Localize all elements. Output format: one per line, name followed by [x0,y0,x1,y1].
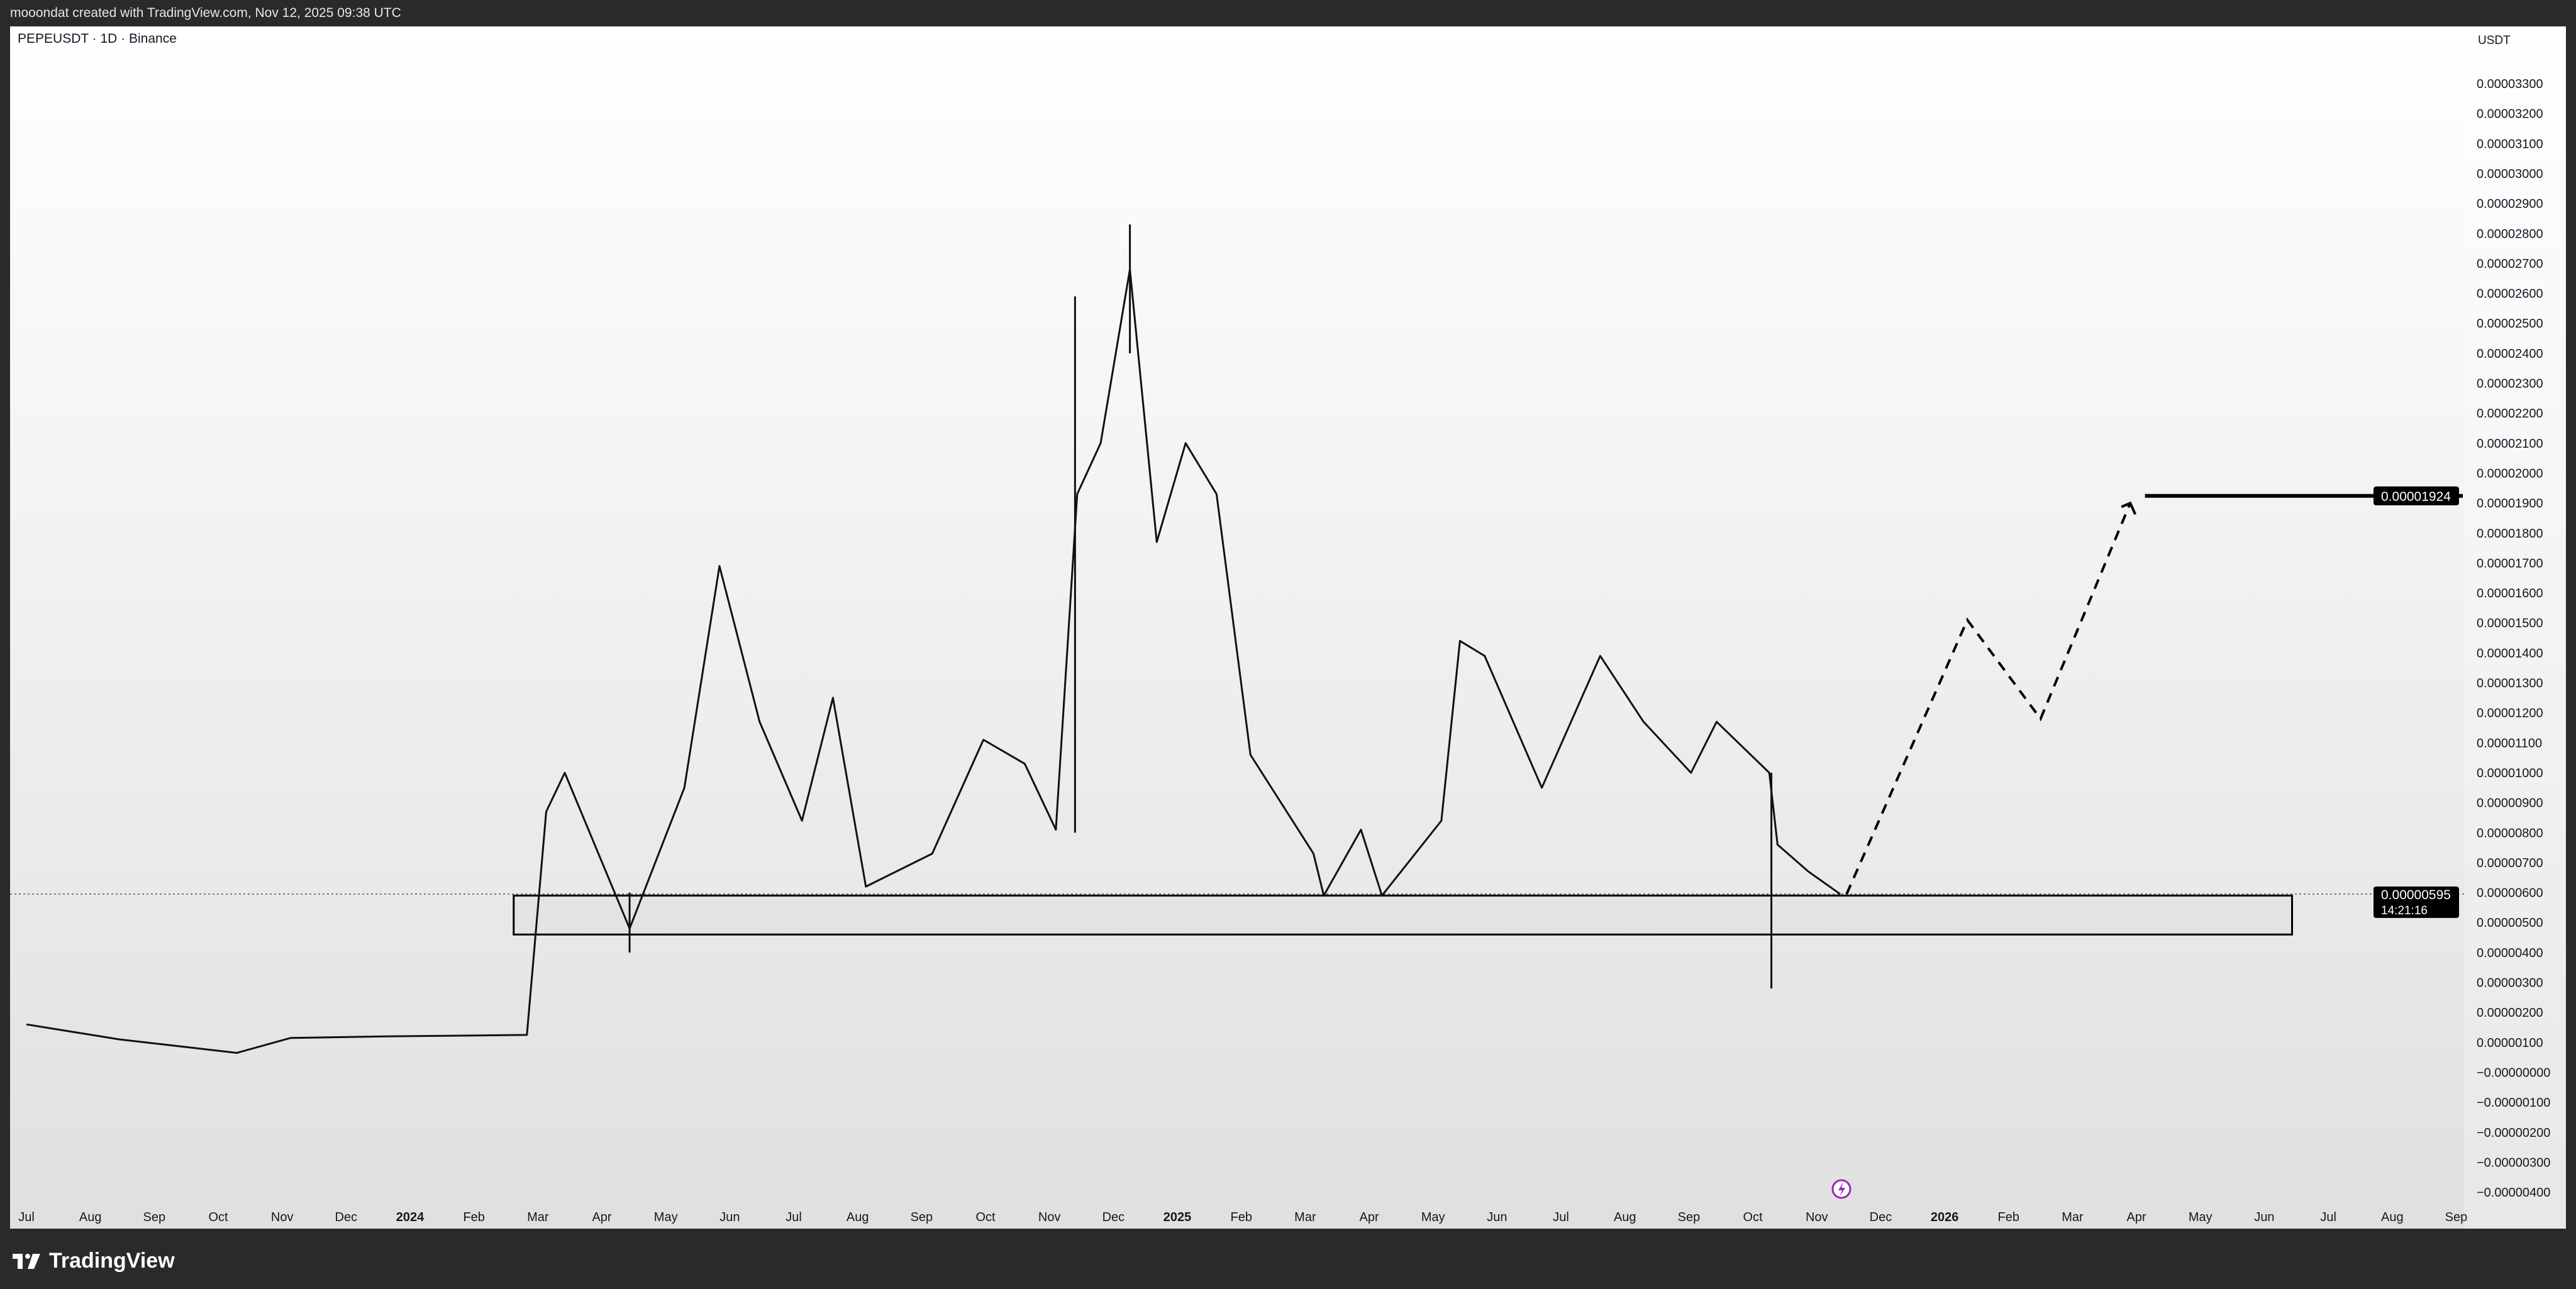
time-tick-label: May [1421,1210,1445,1224]
price-tick-label: 0.00001600 [2477,587,2543,600]
price-tick-label: 0.00000200 [2477,1006,2543,1020]
price-tick-label: 0.00002700 [2477,257,2543,271]
symbol-title[interactable]: PEPEUSDT · 1D · Binance [18,31,177,46]
chart-pane[interactable] [10,26,2566,1229]
price-tick-label: −0.00000300 [2477,1156,2550,1170]
price-tick-label: −0.00000200 [2477,1126,2550,1140]
time-tick-label: 2024 [396,1210,425,1224]
price-tick-label: 0.00002500 [2477,317,2543,331]
price-tick-label: 0.00000700 [2477,856,2543,870]
price-tick-label: −0.00000000 [2477,1066,2550,1080]
time-tick-label: Apr [2127,1210,2146,1224]
last-price-label: 0.00000595 14:21:16 [2373,886,2459,918]
price-tick-label: −0.00000400 [2477,1186,2550,1200]
price-axis[interactable]: 0.00003300 0.00003200 0.00003100 0.00003000… [2464,26,2566,1229]
time-tick-label: Mar [1294,1210,1316,1224]
time-tick-label: Nov [1806,1210,1828,1224]
time-tick-label: Sep [911,1210,933,1224]
time-axis[interactable]: Jul Aug Sep Oct Nov Dec 2024 Feb Mar Apr May Jun Jul… [18,1210,2467,1224]
price-tick-label: 0.00002000 [2477,467,2543,480]
time-tick-label: Oct [1743,1210,1763,1224]
header-credit: mooondat created with TradingView.com, N… [0,0,2576,26]
time-tick-label: Aug [1614,1210,1636,1224]
price-tick-label: −0.00000100 [2477,1096,2550,1110]
last-price-value: 0.00000595 [2381,888,2451,902]
price-tick-label: 0.00000800 [2477,826,2543,840]
time-tick-label: May [2189,1210,2212,1224]
price-tick-label: 0.00002900 [2477,197,2543,211]
price-tick-label: 0.00003300 [2477,77,2543,91]
price-tick-label: 0.00001500 [2477,617,2543,631]
price-tick-label: 0.00002400 [2477,347,2543,361]
price-tick-label: 0.00003000 [2477,167,2543,181]
price-tick-label: 0.00002600 [2477,287,2543,301]
time-tick-label: Oct [975,1210,996,1224]
price-tick-label: 0.00001100 [2477,736,2542,750]
price-tick-label: 0.00002300 [2477,377,2543,391]
time-tick-label: Mar [527,1210,549,1224]
price-tick-label: 0.00001000 [2477,766,2543,780]
price-tick-label: 0.00001700 [2477,556,2543,570]
time-tick-label: Sep [2445,1210,2468,1224]
time-tick-label: Sep [143,1210,166,1224]
price-tick-label: 0.00000400 [2477,946,2543,960]
footer-brand[interactable]: TradingView [13,1245,175,1276]
price-tick-label: 0.00000500 [2477,916,2543,930]
price-tick-label: 0.00000600 [2477,887,2543,900]
time-tick-label: Jun [719,1210,740,1224]
price-tick-label: 0.00001900 [2477,497,2543,511]
price-tick-label: 0.00000300 [2477,976,2543,990]
time-tick-label: Dec [1102,1210,1125,1224]
time-tick-label: Apr [1360,1210,1379,1224]
time-tick-label: Sep [1678,1210,1701,1224]
price-tick-label: 0.00001200 [2477,707,2543,721]
time-tick-label: Feb [1998,1210,2019,1224]
time-tick-label: 2026 [1931,1210,1959,1224]
target-price-label: 0.00001924 [2373,486,2459,506]
price-tick-label: 0.00002800 [2477,227,2543,241]
price-tick-label: 0.00000100 [2477,1036,2543,1050]
time-tick-label: Mar [2062,1210,2084,1224]
price-tick-label: 0.00003200 [2477,108,2543,121]
time-tick-label: Jul [786,1210,802,1224]
time-tick-label: Jul [18,1210,35,1224]
price-tick-label: 0.00003100 [2477,137,2543,151]
price-series-line [26,268,1841,1054]
price-tick-label: 0.00000900 [2477,797,2543,810]
svg-text:0.00001924: 0.00001924 [2381,490,2451,504]
time-tick-label: Jun [2254,1210,2274,1224]
time-tick-label: Dec [1870,1210,1892,1224]
currency-label: USDT [2478,34,2511,47]
price-axis-panel [2464,26,2566,1229]
projection-dashed-path[interactable] [1845,502,2132,895]
price-tick-label: 0.00001800 [2477,527,2543,541]
bar-countdown: 14:21:16 [2381,904,2428,917]
price-tick-label: 0.00001300 [2477,677,2543,690]
support-zone-rectangle[interactable] [513,894,2294,936]
time-tick-label: Aug [79,1210,102,1224]
price-tick-label: 0.00002200 [2477,407,2543,421]
price-tick-label: 0.00001400 [2477,646,2543,660]
time-tick-label: 2025 [1163,1210,1192,1224]
time-tick-label: Feb [1230,1210,1252,1224]
time-tick-label: Nov [1038,1210,1061,1224]
time-tick-label: Aug [2381,1210,2404,1224]
event-lightning-icon[interactable] [1831,1179,1852,1199]
time-tick-label: May [654,1210,678,1224]
time-tick-label: Dec [335,1210,358,1224]
time-tick-label: Aug [847,1210,869,1224]
time-tick-label: Feb [463,1210,484,1224]
footer-brand-text: TradingView [49,1248,175,1273]
tradingview-logo-icon [13,1254,40,1269]
time-tick-label: Apr [592,1210,611,1224]
projection-arrowhead [2121,501,2137,515]
time-tick-label: Nov [271,1210,294,1224]
time-tick-label: Oct [208,1210,228,1224]
time-tick-label: Jun [1487,1210,1507,1224]
time-tick-label: Jul [2320,1210,2336,1224]
price-tick-label: 0.00002100 [2477,437,2543,451]
time-tick-label: Jul [1553,1210,1569,1224]
